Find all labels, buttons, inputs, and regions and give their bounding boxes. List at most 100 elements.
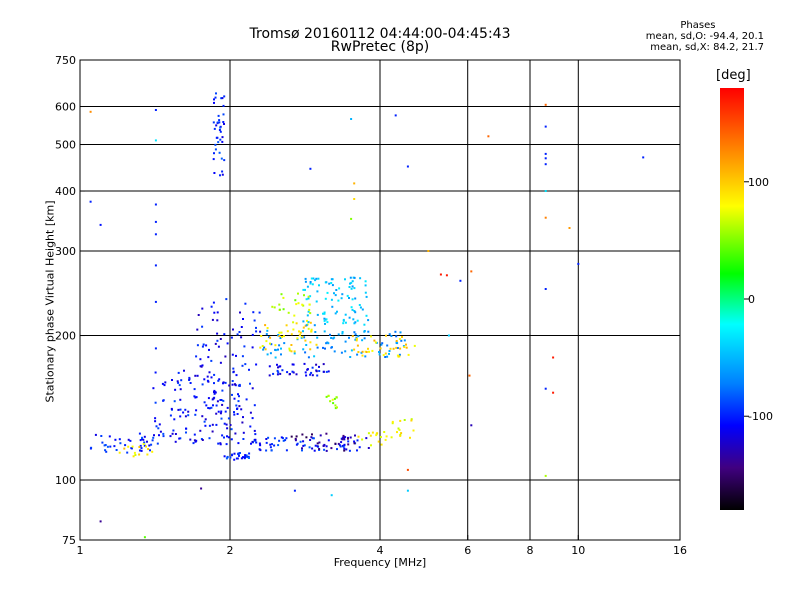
data-point [201, 383, 204, 386]
data-point [325, 395, 328, 398]
data-point [309, 282, 312, 285]
data-point [239, 452, 241, 454]
y-tick-labels: 75 100 200 300 400 500 600 750 [55, 54, 85, 547]
data-point [301, 335, 304, 338]
data-point [301, 303, 304, 306]
data-point [139, 444, 142, 447]
data-point [302, 326, 305, 329]
data-point [213, 98, 215, 101]
data-point [202, 343, 205, 346]
data-point [149, 449, 151, 452]
data-point [319, 434, 322, 437]
data-point [285, 437, 288, 440]
data-point [379, 436, 382, 438]
data-point [353, 322, 356, 325]
data-point [307, 327, 310, 330]
data-point [310, 436, 313, 439]
data-point [350, 349, 353, 352]
data-point [205, 404, 208, 407]
data-point [262, 348, 265, 351]
data-point [217, 141, 220, 144]
data-point [274, 344, 277, 347]
data-point [244, 302, 247, 305]
data-point [225, 298, 228, 301]
data-point [215, 92, 217, 95]
data-point [329, 333, 331, 336]
data-point [370, 335, 372, 338]
data-point [395, 340, 398, 342]
data-point [219, 443, 222, 446]
data-point [326, 291, 329, 294]
data-point [306, 319, 308, 322]
data-point [233, 413, 236, 416]
data-point [316, 313, 319, 316]
data-point [349, 436, 352, 439]
data-point [169, 435, 172, 438]
data-point [222, 104, 225, 107]
data-point [307, 321, 310, 324]
data-point [265, 441, 268, 444]
data-point [179, 398, 182, 401]
data-point [140, 447, 143, 450]
data-point [305, 324, 308, 327]
data-point [314, 279, 317, 282]
data-point [357, 351, 360, 353]
data-point [106, 445, 109, 448]
data-point [226, 435, 228, 438]
data-point [337, 333, 340, 336]
data-point [242, 431, 245, 434]
data-point [236, 333, 239, 336]
data-point [196, 344, 199, 347]
data-point [229, 456, 232, 459]
data-point [143, 441, 146, 444]
data-point [343, 438, 346, 441]
data-point [154, 264, 157, 267]
data-point [296, 337, 299, 340]
data-point [158, 434, 160, 437]
data-point [269, 443, 272, 446]
data-point [642, 156, 645, 159]
data-point [194, 396, 197, 399]
data-point [395, 341, 398, 344]
data-point [157, 427, 160, 430]
data-point [226, 342, 229, 345]
data-point [152, 436, 155, 439]
data-point [327, 370, 330, 373]
data-point [192, 442, 195, 445]
data-point [316, 442, 319, 445]
data-point [259, 444, 262, 447]
data-point [309, 439, 312, 441]
data-point [324, 322, 326, 325]
data-point [217, 114, 220, 117]
data-point [201, 364, 204, 367]
data-point [151, 450, 154, 453]
data-point [281, 336, 283, 338]
data-point [399, 434, 402, 437]
data-point [211, 430, 214, 433]
data-point [325, 432, 328, 435]
data-point [351, 280, 354, 283]
data-point [201, 325, 204, 328]
data-point [185, 427, 187, 430]
data-point [214, 342, 217, 345]
data-point [210, 376, 213, 379]
data-point [213, 392, 216, 395]
data-point [254, 438, 257, 441]
x-tick-label: 4 [377, 544, 384, 557]
data-point [381, 342, 384, 345]
data-point [143, 444, 146, 447]
data-point [468, 374, 471, 377]
data-point [470, 270, 473, 273]
data-point [124, 444, 127, 447]
data-point [233, 383, 236, 386]
data-point [306, 368, 309, 371]
data-point [162, 435, 165, 438]
data-point [335, 396, 338, 399]
data-point [388, 333, 391, 336]
data-point [447, 334, 450, 337]
data-point [375, 434, 378, 437]
data-point [154, 300, 157, 303]
data-point [384, 356, 387, 358]
data-point [212, 404, 214, 407]
data-point [312, 437, 315, 440]
